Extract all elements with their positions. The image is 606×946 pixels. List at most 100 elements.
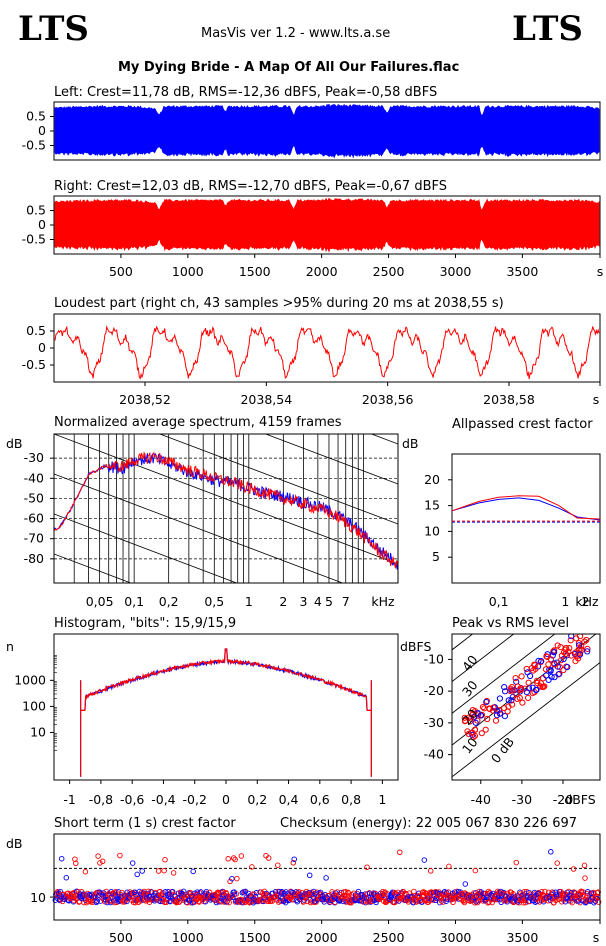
short-crest-point xyxy=(133,891,139,898)
short-crest-point xyxy=(485,900,491,906)
histogram-ytick-label: 1000 xyxy=(14,672,46,687)
peak-rms-point xyxy=(564,664,571,671)
short-crest-point xyxy=(364,864,370,870)
peak-rms-point xyxy=(482,726,489,733)
loudest-xtick-label: 2038,54 xyxy=(240,392,292,407)
short-crest-point xyxy=(63,874,70,881)
right_wave-ytick-label: -0.5 xyxy=(22,232,46,247)
short-crest-point xyxy=(225,856,231,862)
spectrum-slope-line xyxy=(158,434,398,525)
peak-rms-point xyxy=(543,672,550,679)
peak-rms-ytick-label: -40 xyxy=(424,747,444,762)
short-crest-point xyxy=(190,868,196,875)
peak-rms-point xyxy=(560,655,567,663)
short-crest-panel: Short term (1 s) crest factor Checksum (e… xyxy=(6,816,602,945)
peak-rms-point xyxy=(538,658,545,665)
loudest-waveform xyxy=(54,324,600,380)
peak-rms-point xyxy=(539,675,547,682)
loudest-ytick-label: 0.5 xyxy=(26,323,46,338)
short-crest-point xyxy=(452,889,458,895)
peak-rms-point xyxy=(551,649,558,656)
short-crest-title: Short term (1 s) crest factor xyxy=(54,816,236,831)
spectrum-ytick-label: -40 xyxy=(24,470,44,485)
short-crest-point xyxy=(249,864,255,870)
peak-rms-point xyxy=(525,694,532,702)
histogram-series-left xyxy=(80,648,372,777)
short-crest-point xyxy=(480,898,486,904)
peak-rms-point xyxy=(497,710,504,717)
peak-rms-diag-label: 40 xyxy=(459,652,481,674)
app-version-title: MasVis ver 1.2 - www.lts.a.se xyxy=(201,26,391,41)
crest-ytick-label: 20 xyxy=(424,472,440,487)
short-crest-point xyxy=(82,868,89,875)
peak-rms-point xyxy=(478,730,485,737)
peak-rms-xlabel: dBFS xyxy=(564,792,595,807)
short-crest-point xyxy=(553,897,559,904)
spectrum-xtick-label: 0,5 xyxy=(204,594,224,609)
short-crest-point xyxy=(136,896,142,903)
right_wave-title: Right: Crest=12,03 dB, RMS=-12,70 dBFS, … xyxy=(54,179,447,194)
peak-rms-point xyxy=(470,710,477,717)
short-crest-point xyxy=(176,899,182,905)
peak-rms-point xyxy=(490,704,497,711)
peak-rms-point xyxy=(568,634,575,640)
peak-rms-point xyxy=(518,673,525,680)
peak-rms-point xyxy=(504,708,511,715)
peak-rms-point xyxy=(524,669,531,676)
short-crest-point xyxy=(164,897,171,903)
crest-series-right xyxy=(451,495,601,520)
short-crest-point xyxy=(440,899,446,905)
peak-rms-point xyxy=(505,697,512,704)
crest-ytick-label: 15 xyxy=(424,498,440,513)
spectrum-ytick-label: -80 xyxy=(24,551,44,566)
spectrum-slope-line xyxy=(264,434,398,485)
short-crest-point xyxy=(331,899,338,906)
spectrum-ytick-label: -60 xyxy=(24,511,44,526)
spectrum-xtick-label: 0,05 xyxy=(86,594,114,609)
short-crest-point xyxy=(115,889,122,895)
peak-rms-point xyxy=(533,677,541,684)
peak-rms-point xyxy=(492,717,500,724)
short-crest-point xyxy=(421,892,427,899)
crest-title: Allpassed crest factor xyxy=(452,417,593,432)
peak-rms-point xyxy=(496,695,503,702)
short-crest-point xyxy=(261,895,267,901)
short-crest-point xyxy=(549,889,555,895)
histogram-xtick-label: -0,4 xyxy=(151,792,175,807)
short-crest-point xyxy=(446,863,452,870)
short-crest-point xyxy=(462,881,469,887)
spectrum-series-right xyxy=(54,451,398,569)
right_wave-xtick-label: 3000 xyxy=(440,264,472,279)
peak-rms-point xyxy=(523,665,530,673)
peak-rms-point xyxy=(519,699,526,706)
peak-rms-point xyxy=(551,674,558,681)
peak-rms-point xyxy=(479,703,487,711)
peak-rms-point xyxy=(484,715,491,723)
histogram-xtick-label: 0 xyxy=(222,792,230,807)
peak-rms-point xyxy=(470,713,478,721)
left_wave-ytick-label: 0.5 xyxy=(26,109,46,124)
histogram-ytick-label: 100 xyxy=(22,698,46,713)
short-crest-point xyxy=(58,855,65,862)
spectrum-slope-line xyxy=(54,473,344,583)
short-crest-point xyxy=(230,855,237,861)
spectrum-slope-line xyxy=(54,553,132,583)
left_wave-waveform xyxy=(54,103,600,159)
left_wave-ytick-label: 0 xyxy=(38,123,46,138)
histogram-xtick-label: -0,8 xyxy=(89,792,113,807)
short-crest-point xyxy=(570,866,577,872)
peak-rms-point xyxy=(472,719,479,726)
spectrum-slope-line xyxy=(54,634,398,764)
short-crest-point xyxy=(542,888,548,895)
loudest-xtick-label: s xyxy=(593,392,600,407)
short-crest-point xyxy=(582,875,588,881)
crest-ytick-label: 10 xyxy=(424,523,440,538)
short-crest-point xyxy=(523,899,529,906)
short-crest-point xyxy=(113,888,119,895)
peak-rms-point xyxy=(551,661,558,668)
right_wave-xtick-label: 500 xyxy=(109,264,133,279)
short-crest-point xyxy=(427,868,434,874)
peak-rms-point xyxy=(507,687,514,695)
peak-rms-point xyxy=(560,666,567,674)
left_wave-ytick-label: -0.5 xyxy=(22,138,46,153)
